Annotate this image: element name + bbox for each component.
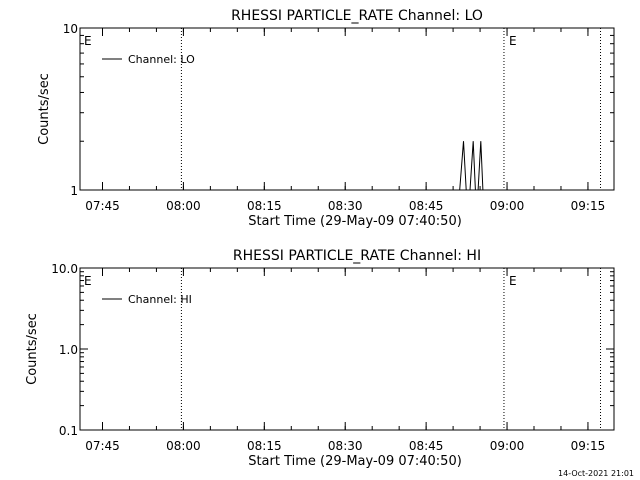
panel-1-series-line bbox=[460, 141, 483, 190]
panel-2-x-tick-label: 08:30 bbox=[328, 439, 363, 453]
panel-1-y-tick-label: 1 bbox=[70, 184, 78, 198]
panel-1-title: RHESSI PARTICLE_RATE Channel: LO bbox=[231, 8, 483, 24]
panel-1-x-tick-label: 08:30 bbox=[328, 199, 363, 213]
panel-2-x-axis-label: Start Time (29-May-09 07:40:50) bbox=[248, 454, 462, 469]
panel-2-y-tick-label: 1.0 bbox=[59, 343, 78, 357]
panel-2-x-tick-label: 08:45 bbox=[409, 439, 444, 453]
panel-1-x-axis-label: Start Time (29-May-09 07:40:50) bbox=[248, 214, 462, 229]
panel-2-y-tick-label: 0.1 bbox=[59, 424, 78, 438]
panel-1-x-tick-label: 08:00 bbox=[166, 199, 201, 213]
panel-1-x-tick-label: 08:45 bbox=[409, 199, 444, 213]
footer-timestamp: 14-Oct-2021 21:01 bbox=[558, 469, 634, 478]
panel-2-x-tick-label: 08:00 bbox=[166, 439, 201, 453]
panel-1-y-axis-label: Counts/sec bbox=[37, 73, 52, 145]
panel-2-legend-label: Channel: HI bbox=[128, 293, 192, 306]
panel-2-x-tick-label: 07:45 bbox=[85, 439, 120, 453]
panel-2-title: RHESSI PARTICLE_RATE Channel: HI bbox=[233, 248, 481, 264]
panel-2-y-axis-label: Counts/sec bbox=[25, 313, 40, 385]
panel-2-x-tick-label: 08:15 bbox=[247, 439, 282, 453]
panel-1-x-tick-label: 08:15 bbox=[247, 199, 282, 213]
panel-2-x-tick-label: 09:15 bbox=[571, 439, 606, 453]
panel-2-y-tick-label: 10.0 bbox=[51, 262, 78, 276]
panel-1-x-tick-label: 09:15 bbox=[571, 199, 606, 213]
panel-1-x-tick-label: 07:45 bbox=[85, 199, 120, 213]
panel-2-event-marker: E bbox=[509, 274, 517, 288]
panel-2-event-marker: E bbox=[84, 274, 92, 288]
panel-1-y-tick-label: 10 bbox=[63, 22, 78, 36]
panel-2-x-tick-label: 09:00 bbox=[490, 439, 525, 453]
panel-1-event-marker: E bbox=[509, 34, 517, 48]
panel-1-event-marker: E bbox=[84, 34, 92, 48]
panel-1-x-tick-label: 09:00 bbox=[490, 199, 525, 213]
panel-1-legend-label: Channel: LO bbox=[128, 53, 195, 66]
